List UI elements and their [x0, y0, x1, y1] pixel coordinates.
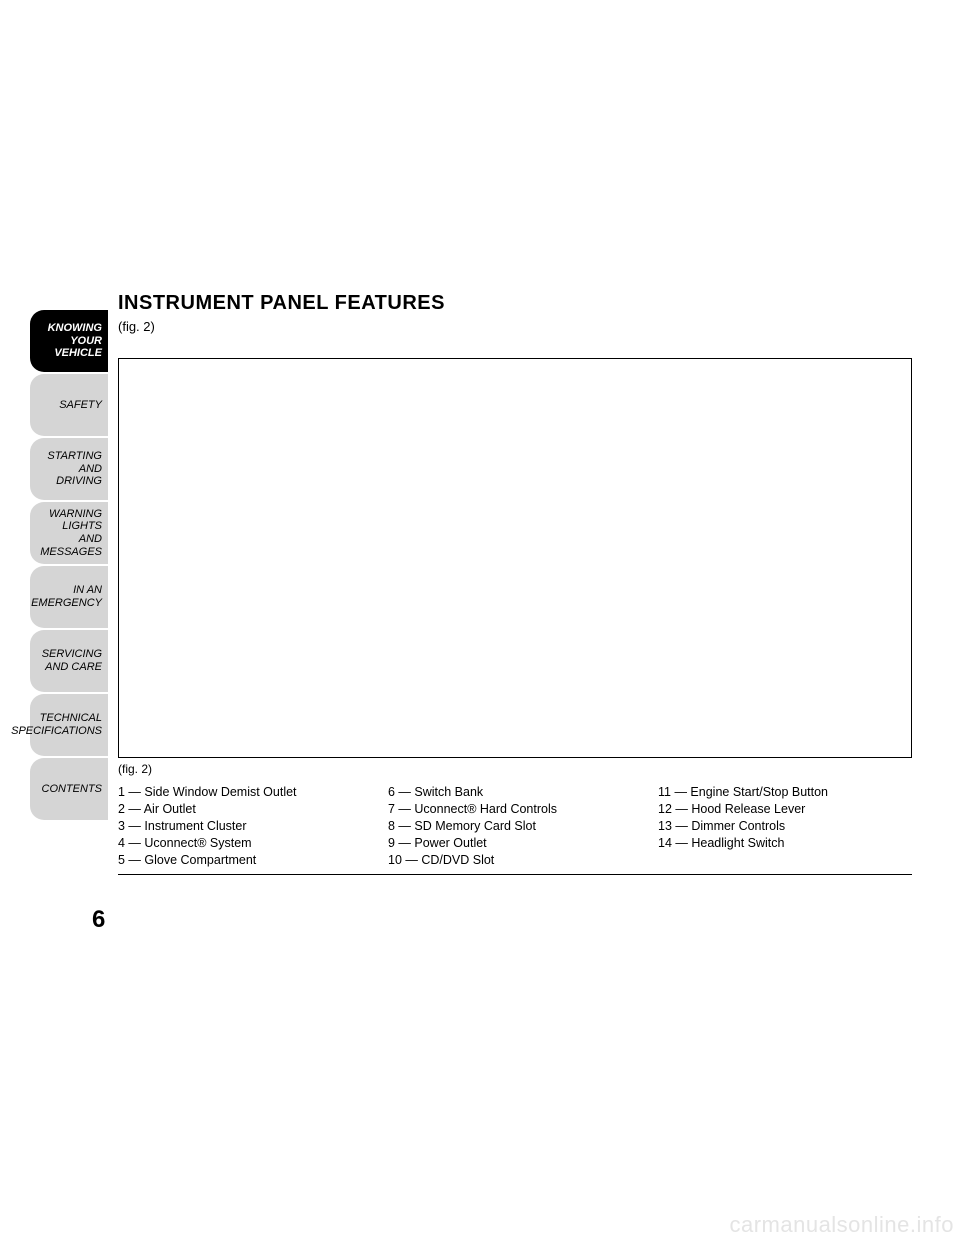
- legend-item: 2 — Air Outlet: [118, 801, 372, 818]
- legend-col-2: 6 — Switch Bank 7 — Uconnect® Hard Contr…: [388, 784, 642, 868]
- legend-item: 1 — Side Window Demist Outlet: [118, 784, 372, 801]
- legend-columns: 1 — Side Window Demist Outlet 2 — Air Ou…: [118, 784, 912, 868]
- tab-servicing-and-care[interactable]: SERVICINGAND CARE: [30, 630, 108, 692]
- legend-container: 1 — Side Window Demist Outlet 2 — Air Ou…: [118, 784, 912, 875]
- legend-item: 11 — Engine Start/Stop Button: [658, 784, 912, 801]
- tab-starting-and-driving[interactable]: STARTINGANDDRIVING: [30, 438, 108, 500]
- tab-technical-specifications[interactable]: TECHNICALSPECIFICATIONS: [30, 694, 108, 756]
- tab-label: TECHNICALSPECIFICATIONS: [11, 712, 102, 737]
- tab-label: WARNINGLIGHTSANDMESSAGES: [40, 508, 102, 559]
- legend-item: 4 — Uconnect® System: [118, 835, 372, 852]
- tab-label: KNOWINGYOURVEHICLE: [48, 322, 102, 360]
- figure-placeholder: [118, 358, 912, 758]
- page-content: INSTRUMENT PANEL FEATURES (fig. 2) (fig.…: [118, 292, 912, 875]
- tab-contents[interactable]: CONTENTS: [30, 758, 108, 820]
- tab-label: SAFETY: [59, 399, 102, 412]
- legend-item: 8 — SD Memory Card Slot: [388, 818, 642, 835]
- legend-item: 5 — Glove Compartment: [118, 852, 372, 869]
- watermark: carmanualsonline.info: [729, 1212, 954, 1238]
- tab-label: SERVICINGAND CARE: [42, 648, 102, 673]
- legend-item: 6 — Switch Bank: [388, 784, 642, 801]
- legend-item: 3 — Instrument Cluster: [118, 818, 372, 835]
- legend-item: 7 — Uconnect® Hard Controls: [388, 801, 642, 818]
- figure-reference: (fig. 2): [118, 319, 912, 334]
- legend-item: 12 — Hood Release Lever: [658, 801, 912, 818]
- figure-caption: (fig. 2): [118, 762, 912, 776]
- sidebar-tabs: KNOWINGYOURVEHICLE SAFETY STARTINGANDDRI…: [30, 310, 108, 820]
- legend-col-1: 1 — Side Window Demist Outlet 2 — Air Ou…: [118, 784, 372, 868]
- legend-item: 10 — CD/DVD Slot: [388, 852, 642, 869]
- tab-in-an-emergency[interactable]: IN ANEMERGENCY: [30, 566, 108, 628]
- tab-label: STARTINGANDDRIVING: [47, 450, 102, 488]
- tab-safety[interactable]: SAFETY: [30, 374, 108, 436]
- legend-item: 9 — Power Outlet: [388, 835, 642, 852]
- legend-item: 13 — Dimmer Controls: [658, 818, 912, 835]
- legend-item: 14 — Headlight Switch: [658, 835, 912, 852]
- tab-warning-lights-and-messages[interactable]: WARNINGLIGHTSANDMESSAGES: [30, 502, 108, 564]
- tab-knowing-your-vehicle[interactable]: KNOWINGYOURVEHICLE: [30, 310, 108, 372]
- tab-label: CONTENTS: [42, 783, 103, 796]
- legend-col-3: 11 — Engine Start/Stop Button 12 — Hood …: [658, 784, 912, 868]
- page-number: 6: [92, 906, 105, 934]
- page-title: INSTRUMENT PANEL FEATURES: [118, 292, 912, 315]
- tab-label: IN ANEMERGENCY: [31, 584, 102, 609]
